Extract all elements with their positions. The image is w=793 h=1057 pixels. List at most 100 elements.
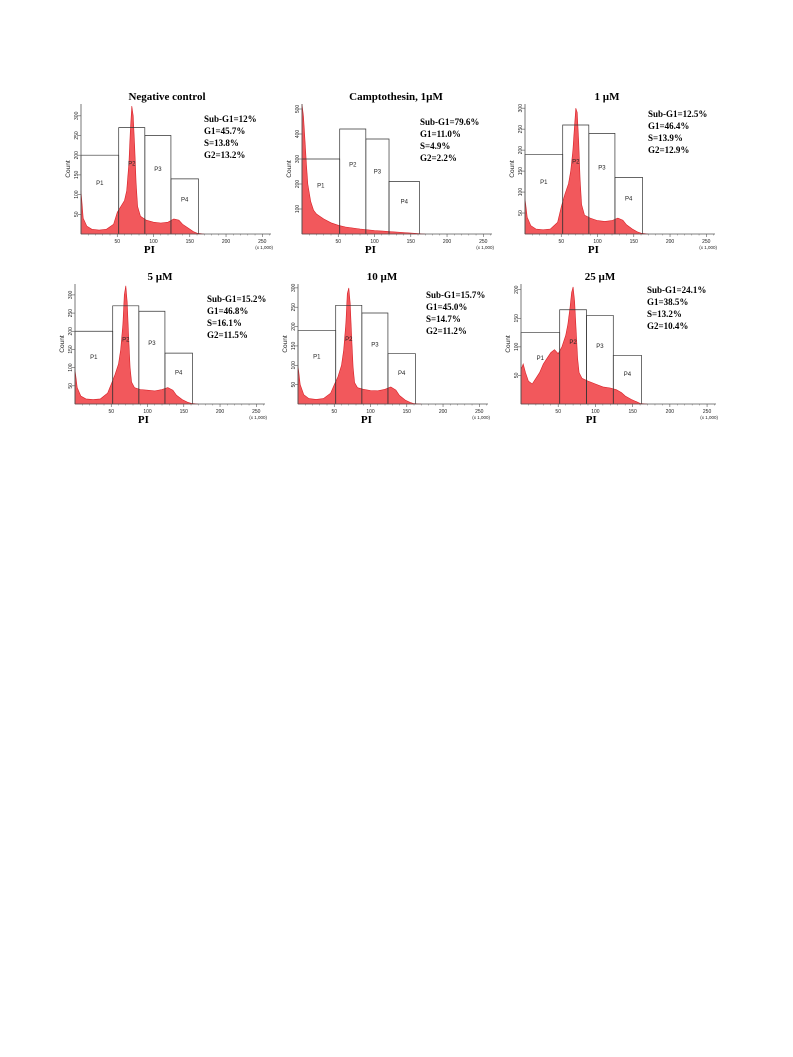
gate-label: P3 xyxy=(596,344,604,350)
y-tick-label: 50 xyxy=(518,210,524,216)
gate-label: P1 xyxy=(540,180,548,186)
y-tick-label: 200 xyxy=(518,146,524,155)
gate-label: P3 xyxy=(374,170,382,176)
gate-label: P1 xyxy=(317,184,325,190)
panel-title: 1 µM xyxy=(595,91,621,103)
gate-label: P4 xyxy=(624,372,632,378)
y-tick-label: 300 xyxy=(295,155,301,164)
y-tick-label: 100 xyxy=(295,205,301,214)
stat-annotation: S=13.8% xyxy=(204,138,239,148)
x-tick-label: 50 xyxy=(558,239,564,245)
panel-title: Camptothesin, 1µM xyxy=(349,91,443,103)
gate-label: P4 xyxy=(625,196,633,202)
x-axis-label: PI xyxy=(588,244,599,256)
x-axis-label: PI xyxy=(365,244,376,256)
y-tick-label: 250 xyxy=(291,303,297,312)
gate-label: P2 xyxy=(572,160,580,166)
stat-annotation: G1=11.0% xyxy=(420,129,461,139)
histogram-area xyxy=(301,103,426,235)
y-tick-label: 250 xyxy=(74,131,80,140)
y-tick-label: 50 xyxy=(74,211,80,217)
x-tick-label: 200 xyxy=(216,409,225,415)
gate-p2: P2 xyxy=(339,128,367,234)
x-tick-label: 150 xyxy=(628,409,637,415)
x-tick-label: 150 xyxy=(630,239,639,245)
y-axis-label: Count xyxy=(509,160,516,178)
x-tick-label: 200 xyxy=(666,239,675,245)
gate-outline xyxy=(524,153,564,234)
gate-p4: P4 xyxy=(614,177,643,234)
x-tick-label: 250 xyxy=(479,239,488,245)
x-tick-label: 100 xyxy=(149,239,158,245)
gate-outline xyxy=(387,353,416,404)
x-tick-label: 100 xyxy=(143,409,152,415)
y-tick-label: 300 xyxy=(74,111,80,120)
gate-p4: P4 xyxy=(612,355,642,404)
x-tick-label: 50 xyxy=(335,239,341,245)
y-tick-label: 150 xyxy=(514,314,520,323)
stat-annotation: G1=46.8% xyxy=(207,306,248,316)
y-tick-label: 400 xyxy=(295,130,301,139)
x-tick-label: 50 xyxy=(555,409,561,415)
gate-p1: P1 xyxy=(524,153,564,234)
stat-annotation: G2=10.4% xyxy=(647,321,688,331)
gate-p4: P4 xyxy=(170,178,199,234)
gate-p4: P4 xyxy=(387,353,416,404)
x-tick-label: 50 xyxy=(108,409,114,415)
y-tick-label: 100 xyxy=(514,342,520,351)
x-tick-label: 150 xyxy=(180,409,189,415)
y-tick-label: 300 xyxy=(518,104,524,113)
x-tick-label: 250 xyxy=(475,409,484,415)
gate-label: P2 xyxy=(122,337,130,343)
x-axis-label: PI xyxy=(361,414,372,426)
x-tick-label: 250 xyxy=(258,239,267,245)
stat-annotation: Sub-G1=24.1% xyxy=(647,285,706,295)
y-tick-label: 200 xyxy=(68,327,74,336)
stat-annotation: S=13.2% xyxy=(647,309,682,319)
histogram-panel-5: 10 µM P1 P2 P3 P4 50 100 150 200 250 50 100 150 200 25… xyxy=(282,271,490,426)
y-tick-label: 100 xyxy=(74,190,80,199)
y-tick-label: 250 xyxy=(68,309,74,318)
histogram-panel-4: 5 µM P1 P2 P3 P4 50 100 150 200 250 50 100 150 200 250… xyxy=(59,271,267,426)
gate-outline xyxy=(74,330,114,404)
gate-label: P4 xyxy=(401,199,409,205)
histogram-area xyxy=(520,286,648,405)
gate-label: P3 xyxy=(598,166,606,172)
x-tick-label: 250 xyxy=(703,409,712,415)
histogram-area xyxy=(524,108,649,235)
gate-label: P4 xyxy=(398,371,406,377)
y-tick-label: 150 xyxy=(74,171,80,180)
gate-p1: P1 xyxy=(74,330,114,404)
gate-label: P3 xyxy=(154,167,162,173)
gate-outline xyxy=(170,178,199,234)
x-axis-unit: (x 1,000) xyxy=(699,245,717,250)
x-tick-label: 100 xyxy=(591,409,600,415)
gate-label: P1 xyxy=(96,181,104,187)
stat-annotation: Sub-G1=12% xyxy=(204,114,257,124)
histogram-area xyxy=(297,287,422,405)
x-tick-label: 100 xyxy=(370,239,379,245)
x-tick-label: 200 xyxy=(222,239,231,245)
gate-label: P2 xyxy=(345,337,353,343)
gate-p1: P1 xyxy=(80,154,120,234)
y-tick-label: 200 xyxy=(514,285,520,294)
stat-annotation: G2=11.2% xyxy=(426,326,467,336)
histogram-panel-2: Camptothesin, 1µM P1 P2 P3 P4 50 100 150 200 250 1… xyxy=(286,91,494,256)
x-tick-label: 150 xyxy=(186,239,195,245)
y-tick-label: 200 xyxy=(291,322,297,331)
y-tick-label: 100 xyxy=(68,363,74,372)
stat-annotation: S=16.1% xyxy=(207,318,242,328)
y-axis-label: Count xyxy=(65,160,72,178)
gate-label: P1 xyxy=(90,355,98,361)
panel-title: 25 µM xyxy=(585,271,616,283)
gate-label: P1 xyxy=(537,356,545,362)
gate-p1: P1 xyxy=(297,330,337,404)
gate-p4: P4 xyxy=(164,352,193,404)
gate-label: P4 xyxy=(181,197,189,203)
x-tick-label: 150 xyxy=(403,409,412,415)
x-tick-label: 200 xyxy=(443,239,452,245)
gate-outline xyxy=(164,352,193,404)
x-tick-label: 100 xyxy=(366,409,375,415)
stat-annotation: G1=45.0% xyxy=(426,302,467,312)
stat-annotation: S=14.7% xyxy=(426,314,461,324)
